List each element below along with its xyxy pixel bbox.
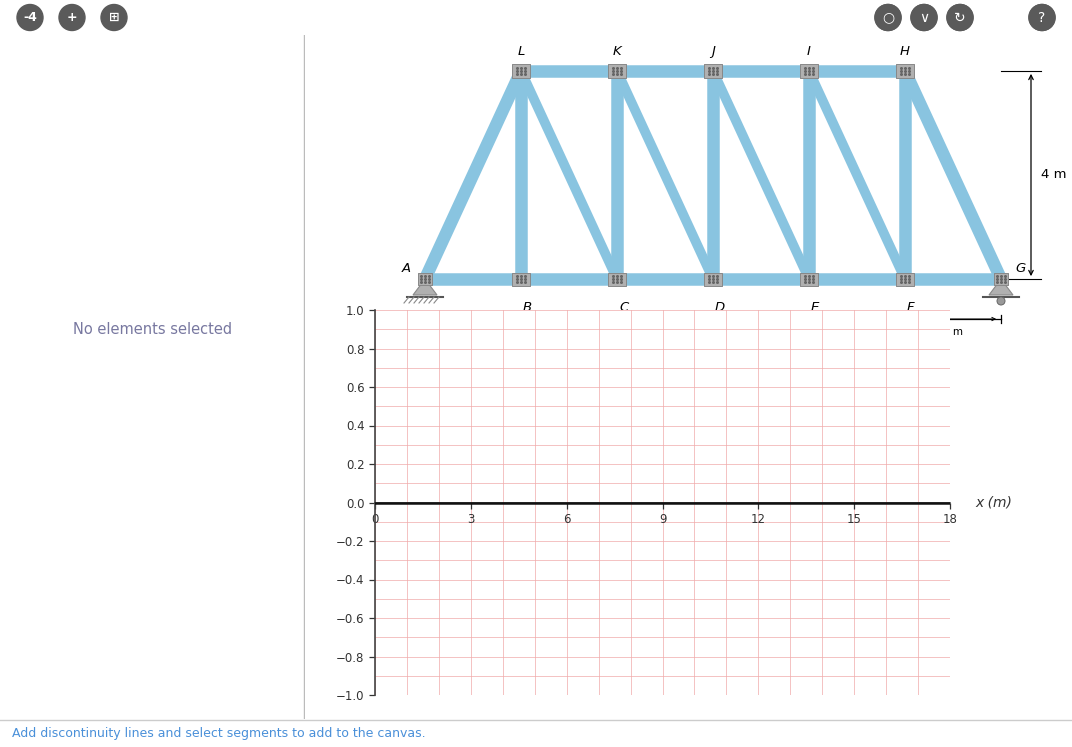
Text: 3 m: 3 m — [847, 327, 867, 337]
Bar — [704, 64, 723, 78]
Bar — [800, 64, 818, 78]
Text: I: I — [807, 45, 810, 58]
Circle shape — [875, 4, 900, 31]
Circle shape — [947, 4, 973, 31]
Text: 3 m: 3 m — [943, 327, 963, 337]
Text: A: A — [402, 262, 411, 275]
Circle shape — [101, 4, 126, 31]
Circle shape — [1029, 4, 1055, 31]
Text: 3 m: 3 m — [559, 327, 579, 337]
Bar — [994, 273, 1008, 285]
Text: 3 m: 3 m — [463, 327, 483, 337]
Text: x (m): x (m) — [976, 495, 1012, 509]
Polygon shape — [989, 279, 1013, 295]
Text: ⊞: ⊞ — [108, 11, 119, 24]
Bar — [608, 64, 626, 78]
Text: L: L — [518, 45, 524, 58]
Bar — [512, 64, 530, 78]
Text: B: B — [523, 301, 532, 314]
Text: D: D — [715, 301, 726, 314]
Text: H: H — [900, 45, 910, 58]
Text: -4: -4 — [24, 11, 36, 24]
Circle shape — [875, 4, 900, 31]
Text: ?: ? — [1039, 10, 1045, 25]
Circle shape — [911, 4, 937, 31]
Bar — [608, 273, 626, 285]
Text: 3 m: 3 m — [751, 327, 771, 337]
Text: C: C — [619, 301, 628, 314]
Text: G: G — [1015, 262, 1025, 275]
Text: J: J — [711, 45, 715, 58]
Text: E: E — [812, 301, 819, 314]
Bar — [896, 64, 914, 78]
Circle shape — [59, 4, 85, 31]
Text: ○: ○ — [882, 10, 894, 25]
Text: Add discontinuity lines and select segments to add to the canvas.: Add discontinuity lines and select segme… — [12, 727, 426, 740]
Circle shape — [1029, 4, 1055, 31]
Circle shape — [947, 4, 973, 31]
Text: +: + — [66, 11, 77, 24]
Circle shape — [17, 4, 43, 31]
Text: F: F — [907, 301, 914, 314]
Text: K: K — [612, 45, 622, 58]
Text: ↻: ↻ — [954, 10, 966, 25]
Bar — [800, 273, 818, 285]
Bar — [418, 273, 432, 285]
Text: 3 m: 3 m — [655, 327, 675, 337]
Text: No elements selected: No elements selected — [73, 322, 232, 337]
Bar — [704, 273, 723, 285]
Text: ∨: ∨ — [919, 10, 929, 25]
Polygon shape — [413, 279, 437, 295]
Text: 4 m: 4 m — [1041, 169, 1067, 182]
Bar — [896, 273, 914, 285]
Circle shape — [997, 297, 1006, 305]
Circle shape — [911, 4, 937, 31]
Bar — [512, 273, 530, 285]
